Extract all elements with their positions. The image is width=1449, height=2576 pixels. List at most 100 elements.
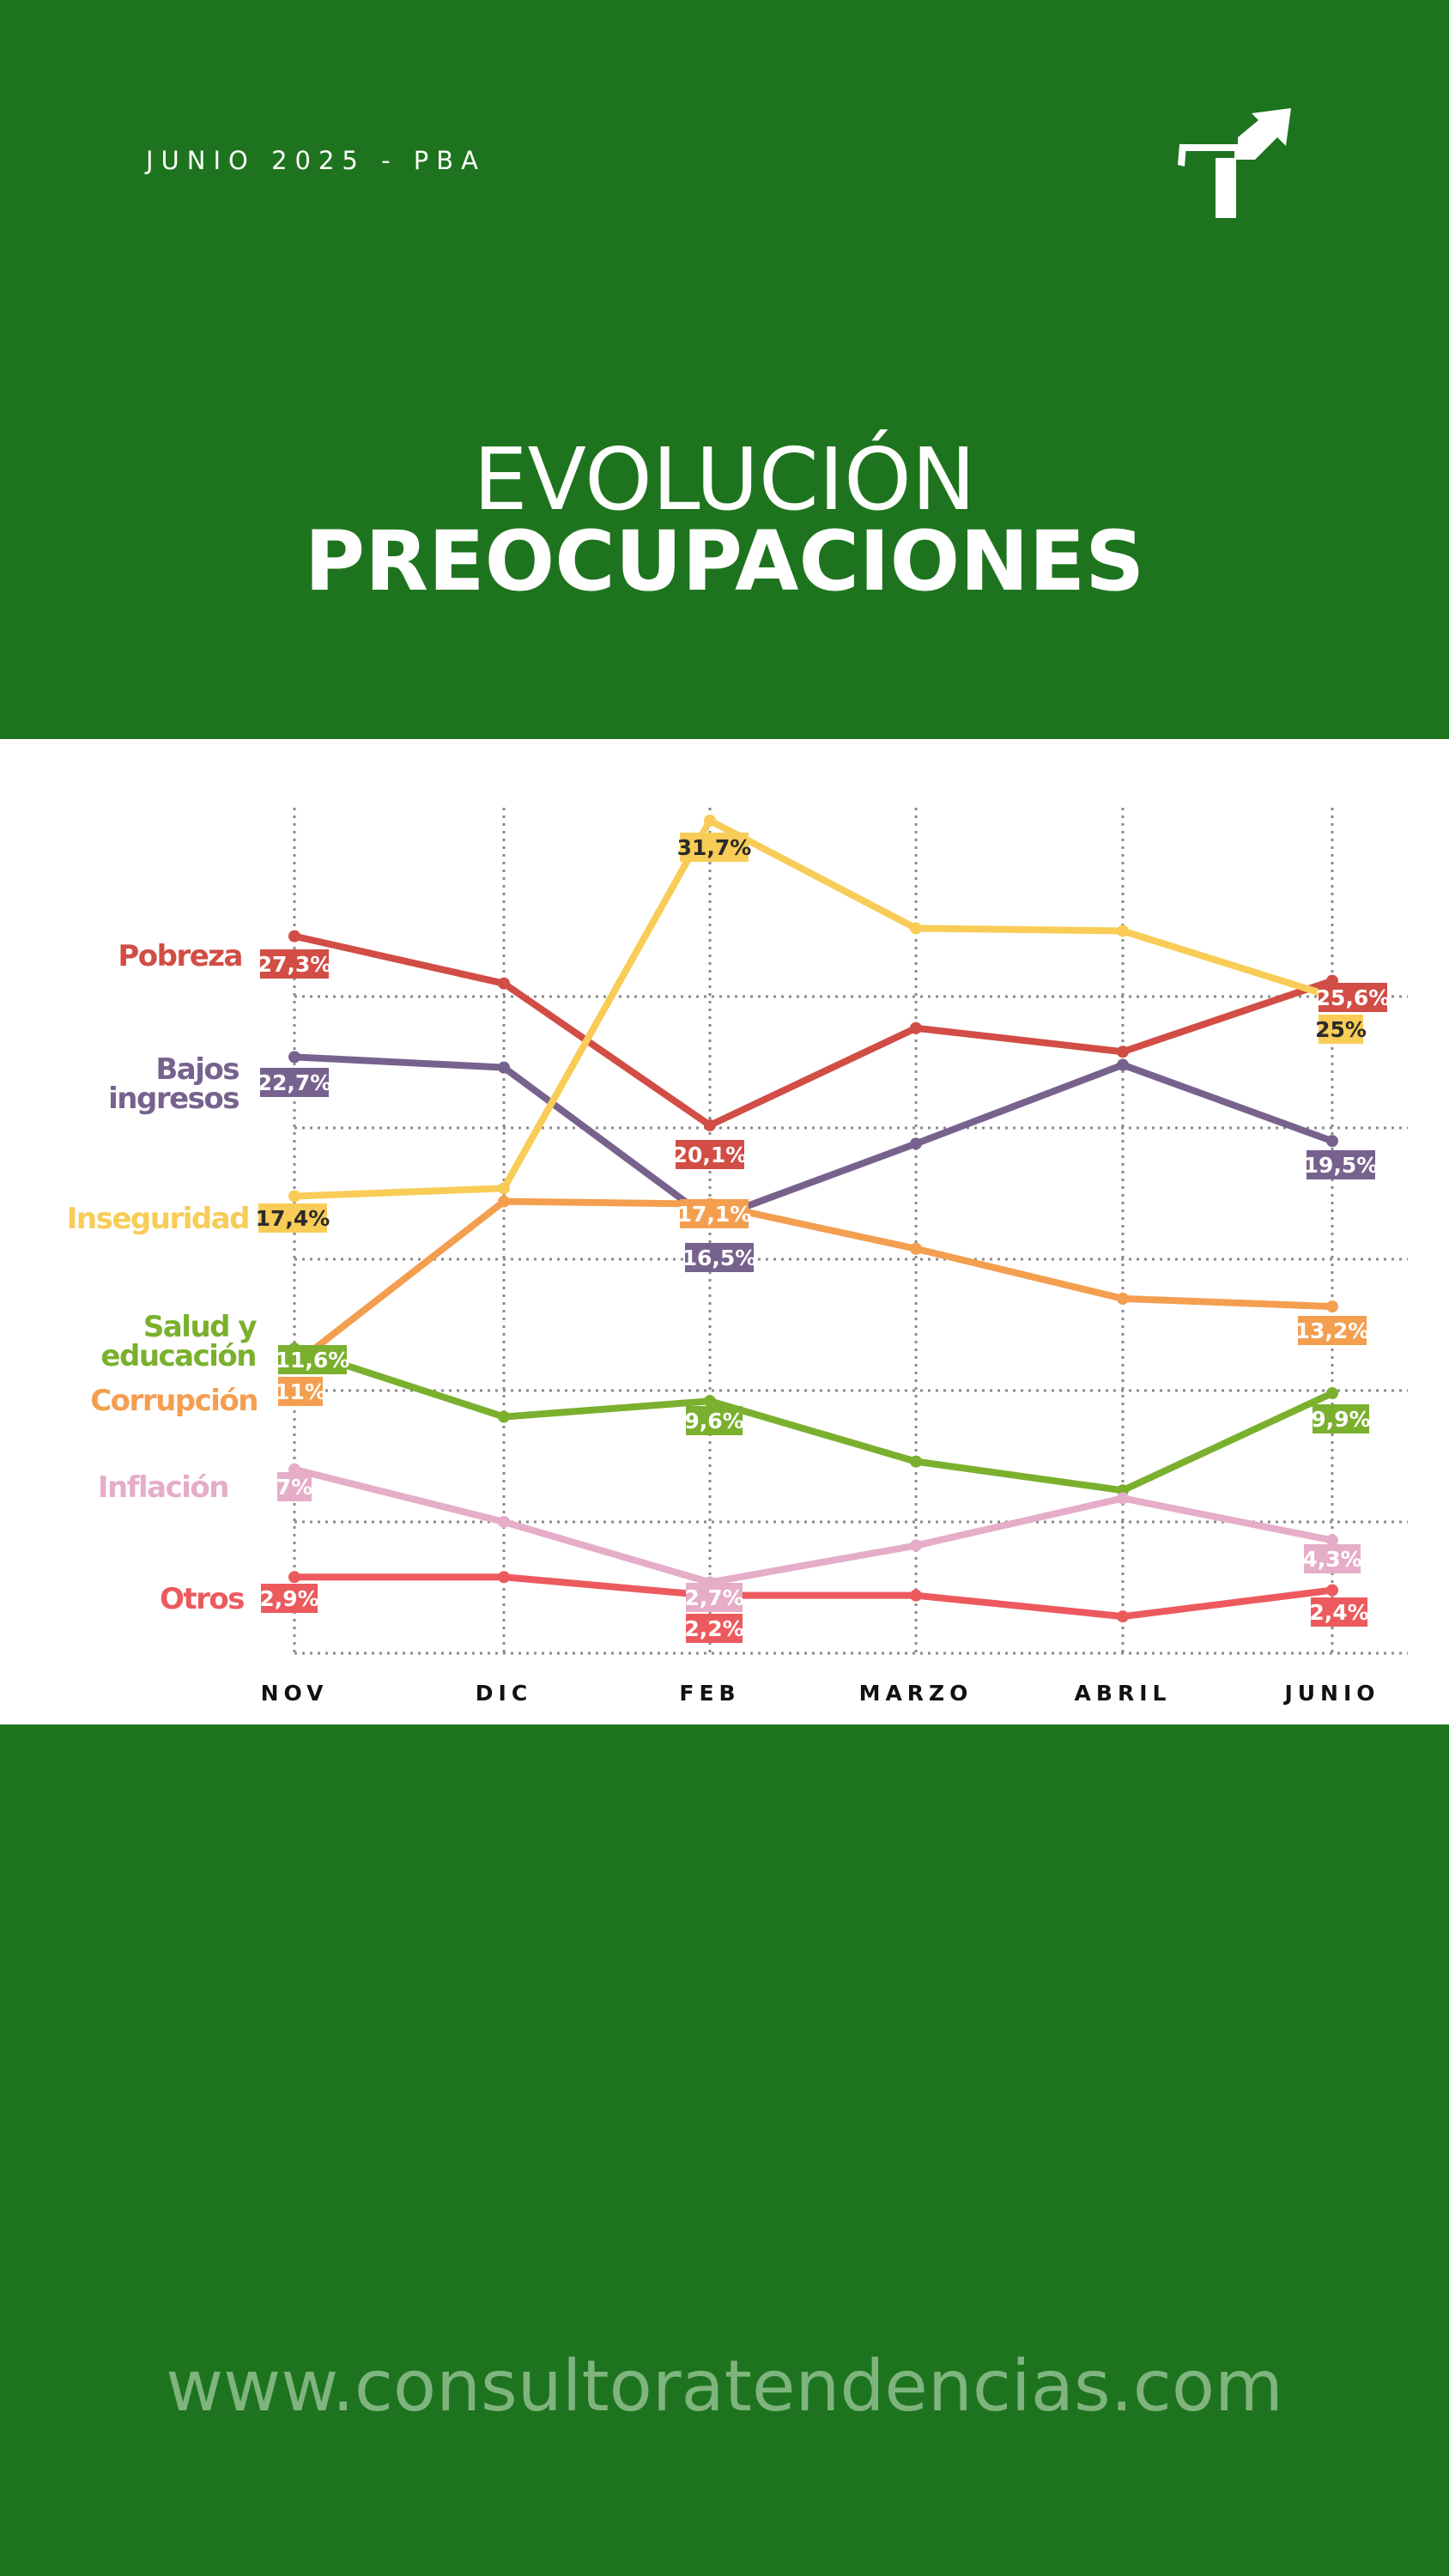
date-label: JUNIO 2025 - PBA bbox=[146, 146, 486, 175]
data-label-bajos: 16,5% bbox=[682, 1246, 757, 1270]
data-label-box-otros bbox=[686, 1614, 743, 1643]
data-label-pobreza: 20,1% bbox=[673, 1143, 748, 1167]
series-line-inflacion bbox=[291, 1465, 1336, 1586]
data-label-bajos: 19,5% bbox=[1304, 1153, 1379, 1178]
data-label-corrupcion: 17,1% bbox=[677, 1202, 752, 1227]
data-point-inseguridad bbox=[910, 922, 922, 935]
data-point-inseguridad bbox=[1117, 924, 1129, 937]
data-label-box-salud bbox=[278, 1345, 347, 1374]
data-point-salud bbox=[910, 1455, 922, 1468]
data-point-inflacion bbox=[1326, 1534, 1338, 1547]
x-tick-label: FEB bbox=[679, 1681, 740, 1706]
data-label-box-bajos bbox=[1307, 1150, 1375, 1179]
data-point-inseguridad bbox=[704, 814, 716, 827]
data-point-otros bbox=[498, 1571, 510, 1584]
data-label-otros: 2,4% bbox=[1309, 1600, 1368, 1625]
data-label-box-pobreza bbox=[260, 949, 329, 979]
series-line-otros bbox=[291, 1573, 1336, 1621]
data-point-bajos bbox=[1117, 1058, 1129, 1071]
x-tick-label: MARZO bbox=[859, 1681, 973, 1706]
data-point-salud bbox=[1326, 1387, 1338, 1400]
data-label-box-pobreza bbox=[676, 1140, 744, 1169]
data-label-bajos: 22,7% bbox=[258, 1070, 332, 1095]
series-line-salud bbox=[291, 1345, 1336, 1494]
data-label-box-bajos bbox=[260, 1068, 329, 1097]
series-line-inseguridad bbox=[291, 816, 1336, 1200]
x-tick-label: NOV bbox=[261, 1681, 329, 1706]
legend-label-bajos: Bajos bbox=[155, 1052, 239, 1087]
data-point-otros bbox=[288, 1571, 300, 1584]
data-label-inflacion: 2,7% bbox=[684, 1585, 743, 1610]
legend-label-corrupcion: Corrupción bbox=[90, 1384, 258, 1418]
x-tick-label: DIC bbox=[476, 1681, 532, 1706]
data-point-otros bbox=[910, 1589, 922, 1602]
data-label-otros: 2,9% bbox=[259, 1586, 318, 1611]
data-point-corrupcion bbox=[1326, 1300, 1338, 1313]
data-point-bajos bbox=[910, 1137, 922, 1150]
x-tick-label: ABRIL bbox=[1075, 1681, 1172, 1706]
legend-label-pobreza: Pobreza bbox=[118, 939, 242, 973]
legend-label-inseguridad: Inseguridad bbox=[67, 1202, 249, 1236]
data-label-pobreza: 27,3% bbox=[258, 952, 332, 977]
data-point-bajos bbox=[1326, 1135, 1338, 1148]
data-label-box-inseguridad bbox=[258, 1203, 327, 1233]
data-label-corrupcion: 11% bbox=[275, 1379, 326, 1404]
data-point-pobreza bbox=[910, 1021, 922, 1034]
data-label-corrupcion: 13,2% bbox=[1295, 1318, 1370, 1343]
data-point-corrupcion bbox=[498, 1195, 510, 1208]
legend-label-salud: Salud y bbox=[143, 1310, 257, 1344]
legend-label-salud: educación bbox=[100, 1339, 256, 1373]
data-point-otros bbox=[1326, 1584, 1338, 1597]
legend-label-inflacion: Inflación bbox=[98, 1470, 228, 1505]
data-label-box-inseguridad bbox=[1319, 1015, 1363, 1044]
data-point-pobreza bbox=[1117, 1046, 1129, 1058]
data-point-salud bbox=[704, 1395, 716, 1408]
title-line-2: PREOCUPACIONES bbox=[304, 513, 1145, 609]
data-label-inflacion: 7% bbox=[276, 1475, 312, 1500]
data-label-box-otros bbox=[261, 1584, 318, 1613]
data-label-box-corrupcion bbox=[680, 1199, 749, 1228]
data-point-inflacion bbox=[498, 1516, 510, 1528]
data-label-box-inseguridad bbox=[680, 833, 749, 862]
data-point-pobreza bbox=[704, 1118, 716, 1131]
data-point-salud bbox=[498, 1410, 510, 1423]
arrow-signpost-icon bbox=[1178, 108, 1291, 218]
series-line-bajos bbox=[291, 1053, 1336, 1224]
data-point-otros bbox=[1117, 1610, 1129, 1623]
series-line-pobreza bbox=[291, 932, 1336, 1129]
data-label-inflacion: 4,3% bbox=[1302, 1547, 1361, 1572]
chart-panel: NOV DIC FEB MARZO ABRIL JUNIO Pobreza Bajos ingr… bbox=[0, 739, 1449, 1724]
legend-label-otros: Otros bbox=[160, 1582, 244, 1616]
data-label-otros: 2,2% bbox=[684, 1616, 743, 1641]
data-label-inseguridad: 17,4% bbox=[256, 1206, 330, 1231]
data-label-salud: 9,6% bbox=[684, 1409, 743, 1433]
data-point-inflacion bbox=[1117, 1492, 1129, 1505]
data-point-inseguridad bbox=[288, 1190, 300, 1203]
series-line-corrupcion bbox=[291, 1197, 1336, 1368]
data-label-inseguridad: 31,7% bbox=[677, 835, 752, 860]
data-label-pobreza: 25,6% bbox=[1316, 985, 1391, 1010]
title-line-1: EVOLUCIÓN bbox=[473, 429, 976, 530]
data-point-inflacion bbox=[910, 1539, 922, 1552]
data-point-bajos bbox=[288, 1051, 300, 1064]
line-chart: NOV DIC FEB MARZO ABRIL JUNIO Pobreza Bajosingr… bbox=[67, 808, 1408, 1706]
data-point-pobreza bbox=[498, 977, 510, 990]
data-point-pobreza bbox=[288, 930, 300, 943]
legend-label-bajos: ingresos bbox=[108, 1082, 239, 1116]
data-point-corrupcion bbox=[1117, 1292, 1129, 1305]
data-label-box-salud bbox=[686, 1406, 743, 1435]
data-label-salud: 9,9% bbox=[1311, 1407, 1370, 1432]
data-label-box-bajos bbox=[685, 1243, 754, 1272]
data-point-bajos bbox=[498, 1061, 510, 1074]
data-label-box-corrupcion bbox=[1298, 1316, 1367, 1345]
website-url: www.consultoratendencias.com bbox=[166, 2346, 1283, 2428]
data-label-box-inflacion bbox=[686, 1583, 743, 1612]
data-label-salud: 11,6% bbox=[276, 1348, 350, 1373]
data-label-box-inflacion bbox=[277, 1472, 312, 1501]
x-tick-label: JUNIO bbox=[1282, 1681, 1379, 1706]
data-point-inseguridad bbox=[498, 1182, 510, 1195]
data-label-box-pobreza bbox=[1319, 983, 1387, 1012]
data-label-box-salud bbox=[1313, 1404, 1369, 1433]
data-label-inseguridad: 25% bbox=[1315, 1017, 1367, 1042]
data-label-box-inflacion bbox=[1304, 1544, 1361, 1573]
